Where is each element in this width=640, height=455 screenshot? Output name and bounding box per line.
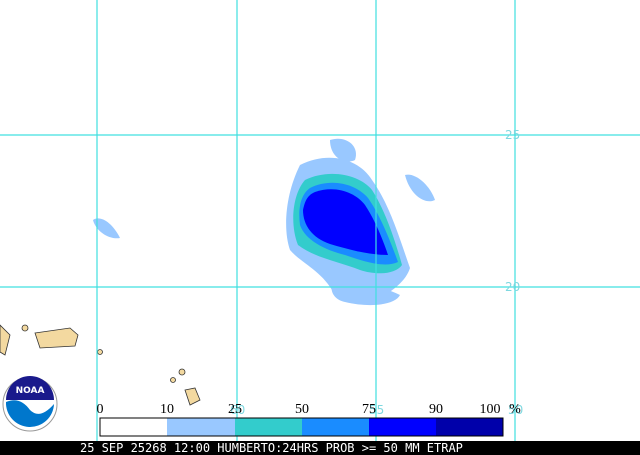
logo-sky: [6, 376, 54, 400]
legend-swatch: [302, 418, 369, 436]
island: [34, 327, 79, 349]
prob-10: [405, 174, 435, 202]
legend-swatch: [100, 418, 167, 436]
legend-unit: %: [509, 402, 521, 417]
legend-tick: 90: [429, 402, 443, 417]
legend-tick: 75: [362, 402, 376, 417]
noaa-logo: NOAA: [2, 376, 58, 432]
legend-tick: 50: [295, 402, 309, 417]
prob-10: [93, 218, 120, 239]
lat-label: 25: [505, 128, 520, 142]
legend-frame: [99, 417, 504, 437]
legend-swatch: [436, 418, 503, 436]
lon-label: 55: [369, 403, 384, 417]
island: [178, 368, 186, 376]
island: [0, 324, 11, 356]
lat-label: 20: [505, 280, 520, 294]
probability-field: [93, 138, 435, 306]
footer-text: 25 SEP 25268 12:00 HUMBERTO:24HRS PROB >…: [80, 441, 463, 455]
island: [21, 324, 29, 332]
footer-bar: [0, 441, 640, 455]
land: [0, 324, 201, 406]
legend-tick: 25: [228, 402, 242, 417]
prob-10: [330, 138, 356, 162]
logo-text: NOAA: [16, 386, 45, 396]
grid: 25 20 60 55 50: [0, 0, 640, 441]
legend-swatch: [369, 418, 436, 436]
legend-swatch: [167, 418, 235, 436]
legend-tick: 10: [160, 402, 174, 417]
lon-label: 60: [230, 403, 245, 417]
logo-sea: [5, 400, 54, 428]
legend: 0 10 25 50 75 90 100 %: [97, 402, 521, 437]
island: [97, 349, 103, 355]
lon-label: 50: [508, 403, 523, 417]
legend-tick: 0: [97, 402, 104, 417]
legend-swatch: [235, 418, 302, 436]
island: [184, 387, 201, 406]
prob-75: [303, 189, 388, 255]
legend-tick: 100: [480, 402, 501, 417]
prob-10: [331, 283, 400, 306]
island: [170, 377, 176, 383]
